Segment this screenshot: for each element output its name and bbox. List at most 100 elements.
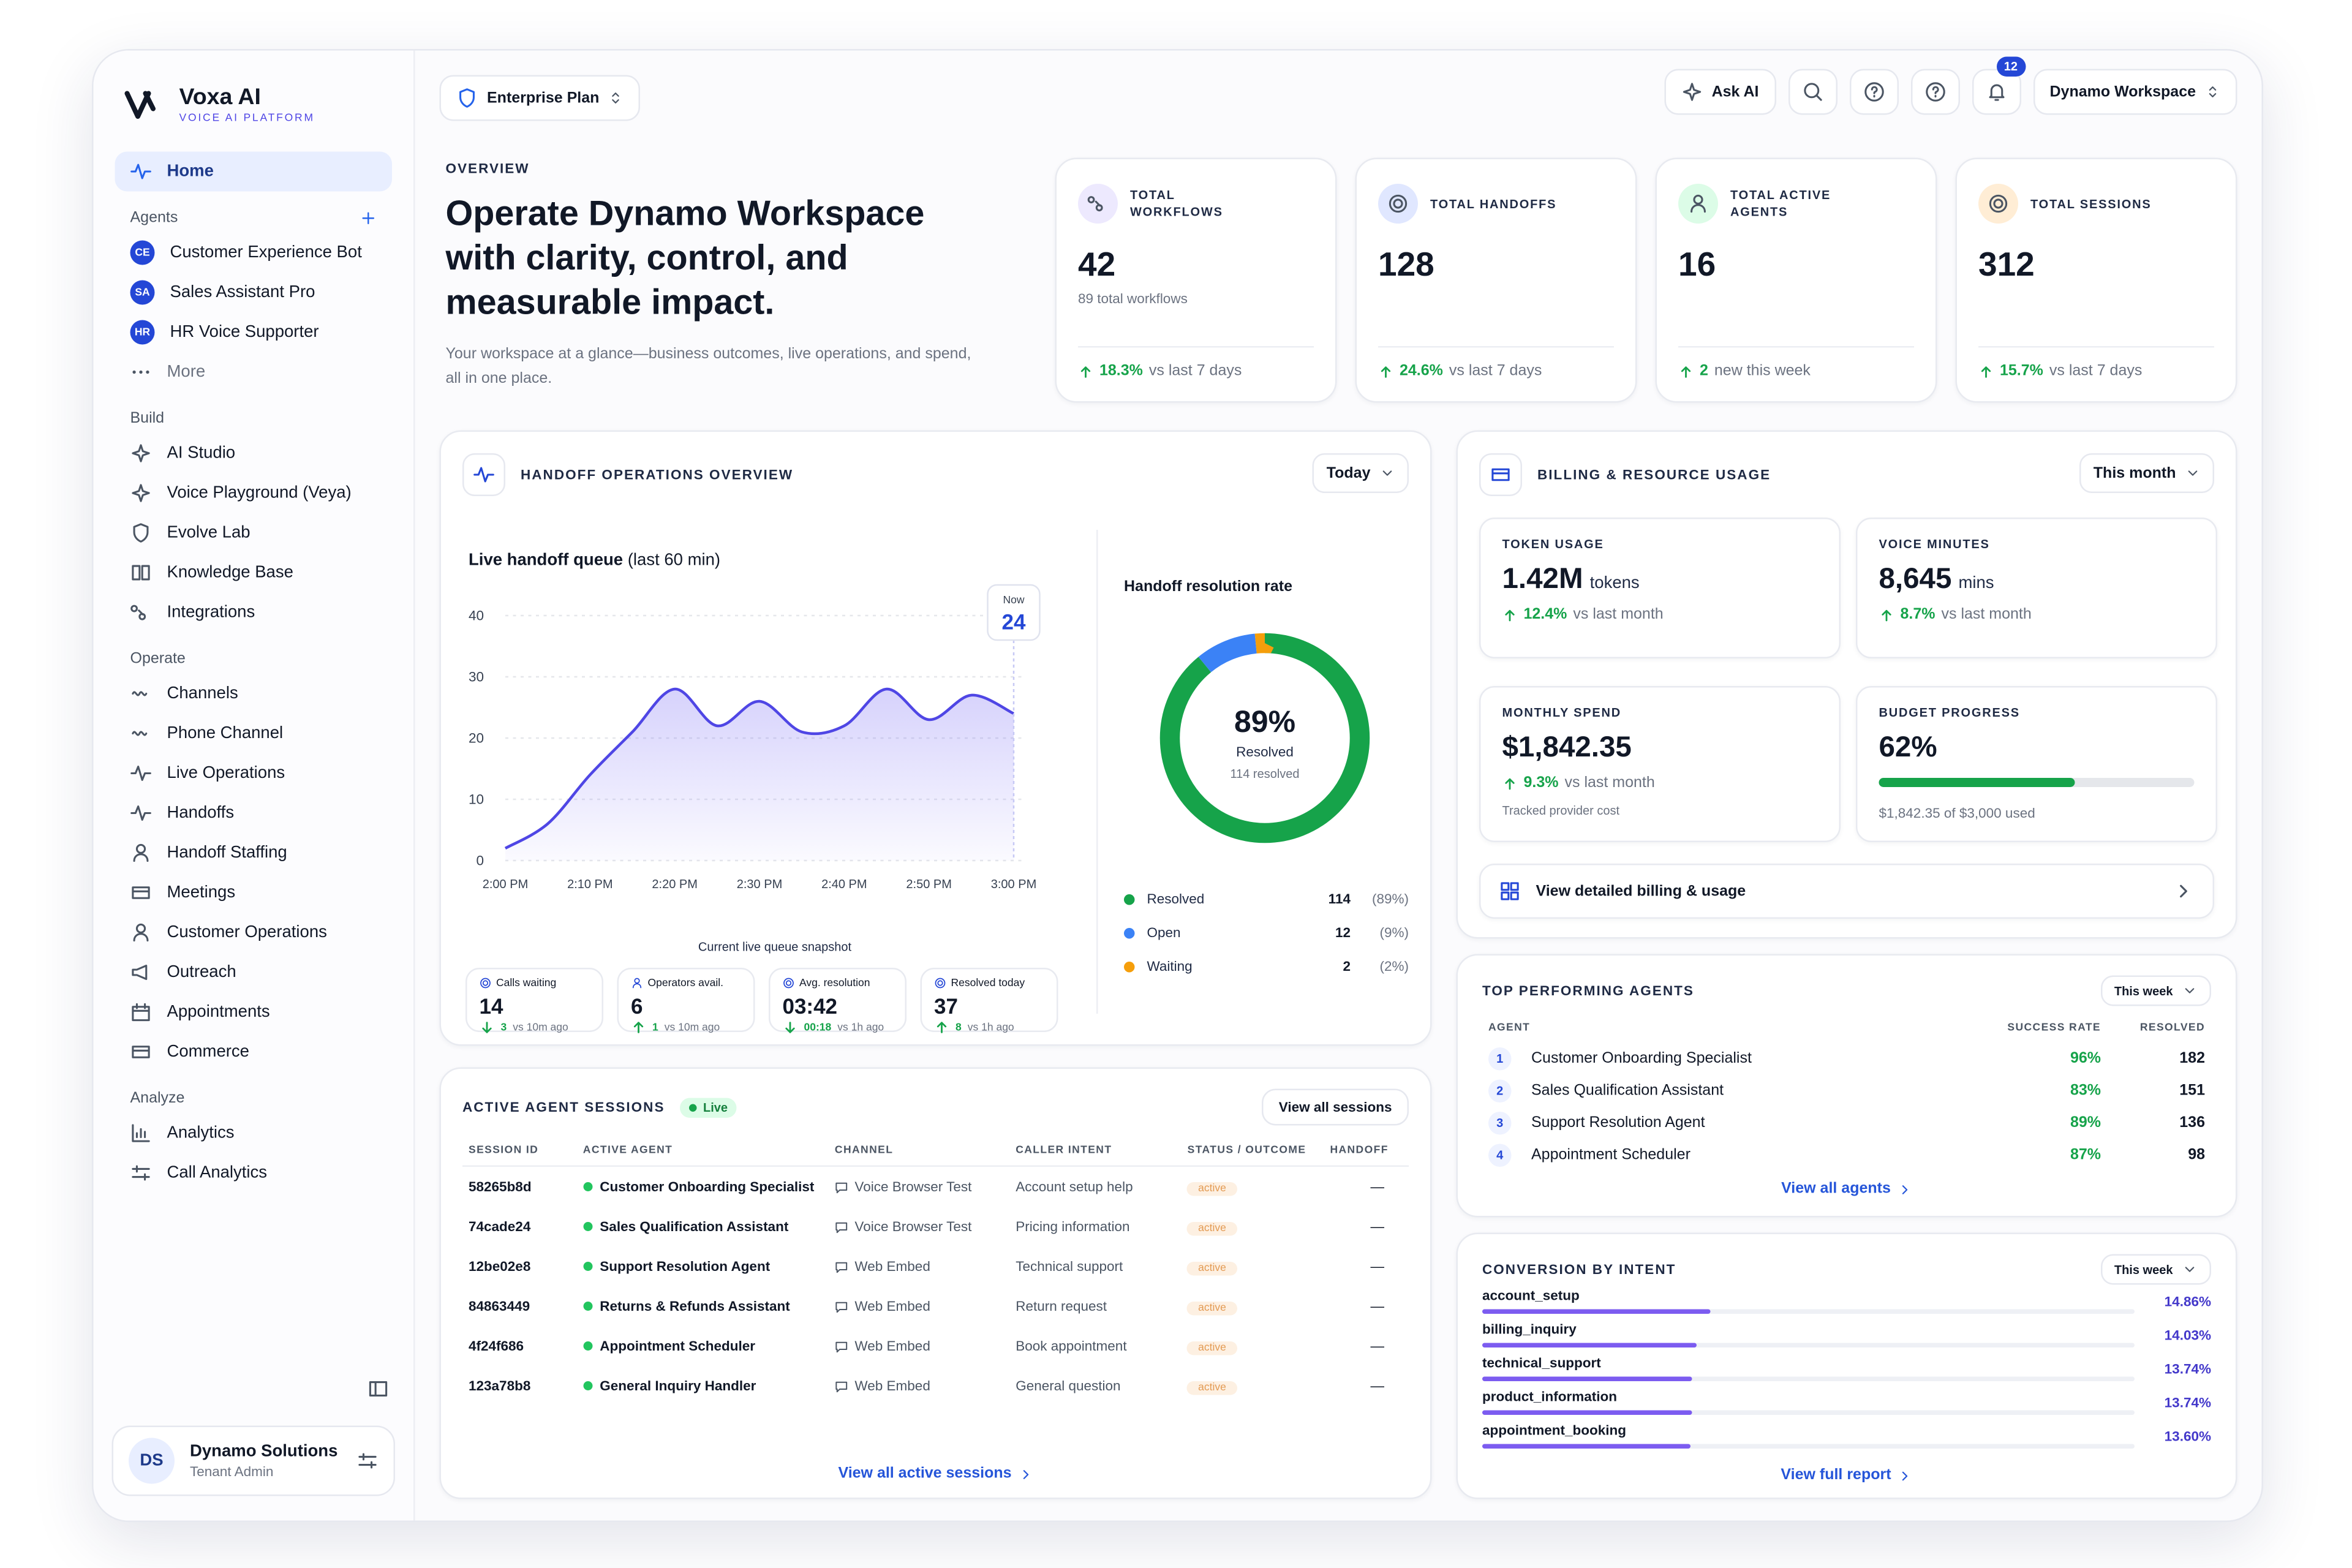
agents-table: AGENT SUCCESS RATE RESOLVED 1 Customer Onboa… (1482, 1014, 2211, 1172)
view-report-link[interactable]: View full report (1482, 1467, 2211, 1484)
agent-row[interactable]: 1 Customer Onboarding Specialist 96% 182 (1482, 1043, 2211, 1076)
header-icon (462, 453, 505, 496)
resolved-count: 136 (2179, 1115, 2205, 1132)
success-rate: 89% (2070, 1115, 2101, 1132)
icon (1501, 882, 1519, 900)
session-row[interactable]: 123a78b8 General Inquiry Handler Web Embed… (462, 1366, 1409, 1406)
session-row[interactable]: 58265b8d Customer Onboarding Specialist Vo… (462, 1166, 1409, 1207)
nav-label: Evolve Lab (167, 524, 251, 542)
nav-item[interactable]: Channels (115, 674, 393, 714)
kpi-header: TOTAL SESSIONS (1978, 181, 2214, 227)
nav-item[interactable]: Voice Playground (Veya) (115, 473, 393, 513)
range-selector[interactable]: This month (2079, 453, 2214, 493)
stat-card: Resolved today 37 8 vs 1h ago (920, 968, 1058, 1033)
icon-shape (1691, 194, 1706, 213)
ask-ai-button[interactable]: Ask AI (1664, 69, 1776, 115)
stat-label: Avg. resolution (799, 978, 870, 989)
icon (369, 1381, 388, 1396)
icon-shape (1882, 609, 1891, 620)
nav-item[interactable]: Call Analytics (115, 1153, 393, 1193)
nav-item[interactable]: AI Studio (115, 434, 393, 473)
view-all-sessions-link[interactable]: View all active sessions (441, 1466, 1430, 1482)
card-header: CONVERSION BY INTENT This week (1482, 1253, 2211, 1286)
session-row[interactable]: 84863449 Returns & Refunds Assistant Web E… (462, 1286, 1409, 1326)
icon (835, 1301, 848, 1312)
session-row[interactable]: 12be02e8 Support Resolution Agent Web Embe… (462, 1246, 1409, 1286)
status-badge: active (1187, 1341, 1237, 1355)
chart-caption: Current live queue snapshot (698, 940, 852, 954)
range-selector[interactable]: This week (2100, 975, 2211, 1006)
icon (480, 978, 491, 989)
icon-shape (835, 1341, 848, 1352)
icon (1505, 609, 1515, 620)
card-title: BILLING & RESOURCE USAGE (1537, 467, 1771, 483)
legend-percent: (9%) (1379, 925, 1409, 940)
nav-label: Customer Experience Bot (170, 243, 362, 262)
help-button[interactable] (1910, 69, 1959, 115)
session-row[interactable]: 4f24f686 Appointment Scheduler Web Embed Bo… (462, 1326, 1409, 1366)
session-row[interactable]: 74cade24 Sales Qualification Assistant Voi… (462, 1207, 1409, 1246)
link-label: View all agents (1781, 1180, 1891, 1198)
view-agents-link[interactable]: View all agents (1482, 1180, 2211, 1198)
status-dot (582, 1302, 592, 1311)
nav-item[interactable]: SA Sales Assistant Pro (115, 273, 393, 312)
intent-track (1482, 1410, 2135, 1415)
icon (459, 88, 475, 108)
icon-shape (1902, 1471, 1908, 1480)
notifications-button[interactable]: 12 (1971, 56, 2026, 115)
nav-item[interactable]: More (115, 352, 393, 392)
range-selector[interactable]: Today (1313, 453, 1409, 493)
nav-item[interactable]: Outreach (115, 952, 393, 992)
nav-item[interactable]: Appointments (115, 992, 393, 1032)
nav-item[interactable]: Commerce (115, 1032, 393, 1072)
nav-label: Live Operations (167, 764, 285, 783)
billing-link[interactable]: View detailed billing & usage (1479, 864, 2214, 919)
nav-item[interactable]: HR HR Voice Supporter (115, 312, 393, 352)
delta-value: 15.7% (2000, 363, 2043, 380)
brand-text: Voxa AI VOICE AI PLATFORM (179, 85, 315, 124)
nav-item[interactable]: Analytics (115, 1114, 393, 1153)
y-tick-label: 0 (476, 853, 484, 869)
delta-text: vs last 7 days (2049, 363, 2143, 380)
channel-name: Web Embed (854, 1259, 930, 1274)
handoff-card: HANDOFF OPERATIONS OVERVIEW Today Live han… (439, 430, 1432, 1046)
nav-item[interactable]: Knowledge Base (115, 553, 393, 593)
view-sessions-button[interactable]: View all sessions (1262, 1088, 1409, 1126)
search-button[interactable] (1787, 69, 1837, 115)
intent-row: appointment_booking 13.60% (1482, 1423, 2211, 1455)
help-button[interactable] (1849, 69, 1898, 115)
intent-bar (1482, 1376, 1693, 1381)
card-title: HANDOFF OPERATIONS OVERVIEW (521, 467, 794, 483)
nav-item[interactable]: Customer Operations (115, 913, 393, 952)
nav-item[interactable]: Live Operations (115, 753, 393, 793)
nav-item[interactable]: Integrations (115, 593, 393, 633)
nav-item[interactable]: Evolve Lab (115, 513, 393, 553)
nav-label: Customer Operations (167, 923, 327, 942)
rank: 4 (1488, 1144, 1512, 1167)
icon (1864, 82, 1883, 102)
icon (1988, 84, 2004, 101)
workspace-selector[interactable]: Dynamo Workspace (2032, 69, 2237, 115)
collapse-button[interactable] (368, 1378, 389, 1408)
kpi-header: TOTAL HANDOFFS (1378, 181, 1614, 227)
intent-row: technical_support 13.74% (1482, 1355, 2211, 1388)
live-dot (689, 1103, 698, 1111)
kpi-label: TOTAL ACTIVE AGENTS (1730, 188, 1831, 219)
agent-row[interactable]: 3 Support Resolution Agent 89% 136 (1482, 1107, 2211, 1140)
user-card[interactable]: DS Dynamo Solutions Tenant Admin (111, 1425, 395, 1496)
plan-selector[interactable]: Enterprise Plan (439, 75, 641, 121)
nav-item[interactable]: CE Customer Experience Bot (115, 233, 393, 273)
nav-item[interactable]: Meetings (115, 873, 393, 913)
agent-row[interactable]: 4 Appointment Scheduler 87% 98 (1482, 1139, 2211, 1172)
icon-shape (632, 978, 642, 989)
agent-row[interactable]: 2 Sales Qualification Assistant 83% 151 (1482, 1075, 2211, 1107)
nav-label: Handoffs (167, 804, 235, 823)
nav-item[interactable]: Phone Channel (115, 714, 393, 753)
nav-item[interactable]: Handoff Staffing (115, 833, 393, 873)
nav-item[interactable]: Handoffs (115, 793, 393, 833)
range-selector[interactable]: This week (2100, 1254, 2211, 1285)
nav-item[interactable]: Home (115, 151, 392, 192)
session-id: 58265b8d (469, 1179, 532, 1194)
channel-name: Web Embed (854, 1378, 930, 1393)
